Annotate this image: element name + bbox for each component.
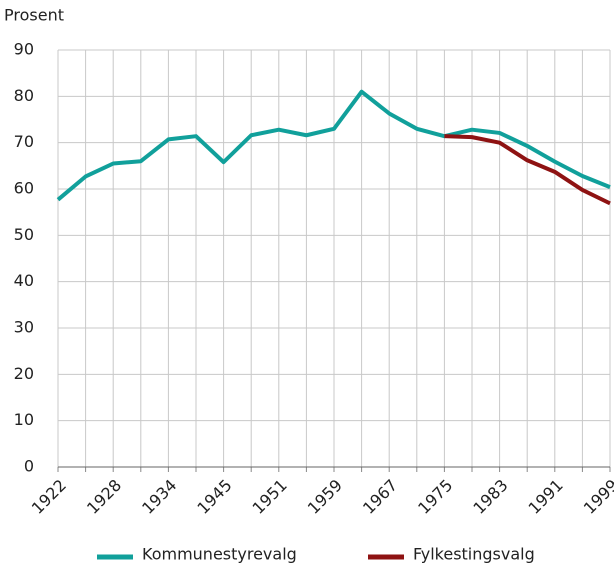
x-tick-label: 1922 <box>28 476 70 518</box>
y-tick-label: 80 <box>14 86 34 105</box>
x-tick-label: 1991 <box>525 476 567 518</box>
legend-label: Kommunestyrevalg <box>142 545 297 563</box>
y-tick-label: 60 <box>14 179 34 198</box>
x-tick-label: 1967 <box>359 476 401 518</box>
line-series <box>56 89 611 202</box>
legend-label: Fylkestingsvalg <box>413 545 535 563</box>
line-series <box>444 134 611 206</box>
y-tick-label: 90 <box>14 40 34 59</box>
y-tick-label: 40 <box>14 271 34 290</box>
y-tick-label: 0 <box>24 457 34 476</box>
x-tick-label: 1959 <box>304 476 346 518</box>
y-tick-label: 50 <box>14 225 34 244</box>
x-tick-label: 1928 <box>83 476 125 518</box>
x-tick-label: 1999 <box>580 476 614 518</box>
x-tick-label: 1934 <box>138 476 180 518</box>
y-tick-label: 30 <box>14 318 34 337</box>
y-tick-label: 10 <box>14 410 34 429</box>
x-tick-label: 1945 <box>193 476 235 518</box>
y-axis-label: Prosent <box>4 6 64 25</box>
x-tick-label: 1975 <box>414 476 456 518</box>
x-tick-label: 1951 <box>249 476 291 518</box>
y-tick-label: 20 <box>14 364 34 383</box>
y-tick-label: 70 <box>14 132 34 151</box>
x-tick-label: 1983 <box>469 476 511 518</box>
